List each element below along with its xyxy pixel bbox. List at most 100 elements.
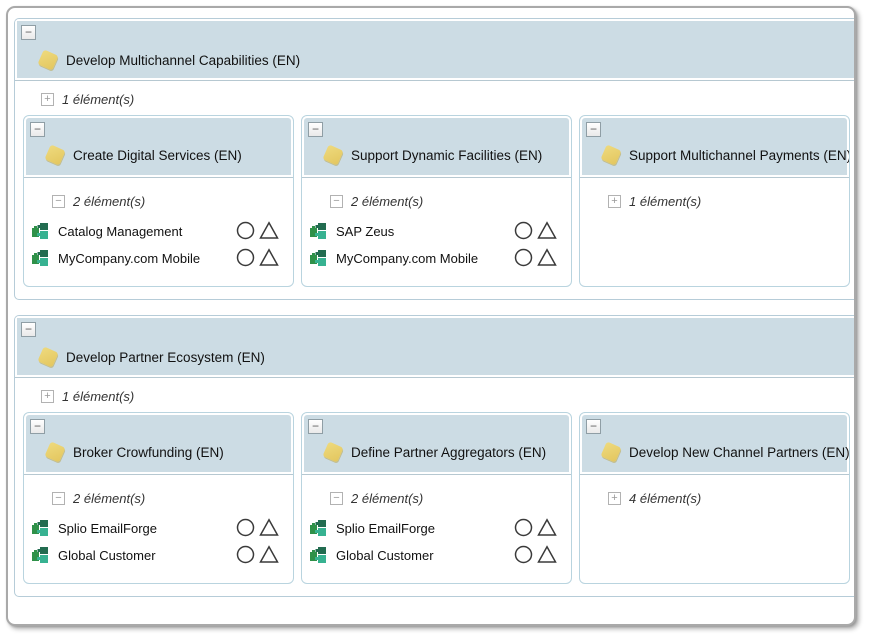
application-icon [310,547,326,563]
application-name: Global Customer [58,548,156,563]
capability-icon [44,441,66,463]
circle-icon[interactable] [514,518,534,537]
application-icon [310,520,326,536]
expander-icon[interactable]: + [608,491,621,505]
subcapability-panel: − Support Dynamic Facilities (EN) − 2 él… [301,115,572,287]
collapse-icon[interactable]: − [586,419,601,434]
element-count-row: − 2 élément(s) [330,191,571,211]
circle-icon[interactable] [514,248,534,267]
capability-icon [44,144,66,166]
application-item-row[interactable]: Global Customer [302,542,571,569]
panels-container: − Develop Multichannel Capabilities (EN)… [14,18,854,597]
triangle-icon[interactable] [259,518,279,537]
subcapability-title: Support Dynamic Facilities (EN) [351,147,543,163]
expand-icon[interactable]: + [41,92,54,106]
subcapability-header: − Broker Crowfunding (EN) [24,413,293,475]
subcapability-title-row: Support Dynamic Facilities (EN) [322,144,543,166]
application-icon [32,547,48,563]
occurrence-symbols [236,545,279,564]
collapse-icon[interactable]: − [586,122,601,137]
subcapability-title-row: Support Multichannel Payments (EN) [600,144,849,166]
collapse-icon[interactable]: − [308,419,323,434]
subcapability-panel: − Create Digital Services (EN) − 2 éléme… [23,115,294,287]
subcapability-panel: − Define Partner Aggregators (EN) − 2 él… [301,412,572,584]
element-count-row: − 2 élément(s) [330,488,571,508]
element-count-label: 4 élément(s) [629,490,702,506]
occurrence-symbols [514,221,557,240]
circle-icon[interactable] [236,248,256,267]
expander-icon[interactable]: − [330,491,343,505]
model-viewer-window: − Develop Multichannel Capabilities (EN)… [6,6,856,626]
circle-icon[interactable] [236,518,256,537]
collapse-icon[interactable]: − [30,122,45,137]
circle-icon[interactable] [236,221,256,240]
capability-panel: − Develop Multichannel Capabilities (EN)… [14,18,854,300]
element-count-row: + 1 élément(s) [41,386,854,406]
collapse-icon[interactable]: − [30,419,45,434]
application-item-row[interactable]: Global Customer [24,542,293,569]
application-name: Catalog Management [58,224,183,239]
application-item-row[interactable]: SAP Zeus [302,218,571,245]
expand-icon[interactable]: + [41,389,54,403]
element-count-row: − 2 élément(s) [52,488,293,508]
collapse-icon[interactable]: − [308,122,323,137]
element-count-label: 2 élément(s) [351,490,424,506]
element-count-row: + 4 élément(s) [608,488,849,508]
subcapability-body: + 1 élément(s) [580,178,849,286]
capability-title-row: Develop Partner Ecosystem (EN) [37,346,265,368]
application-item-row[interactable]: Splio EmailForge [302,515,571,542]
expander-icon[interactable]: − [330,194,343,208]
triangle-icon[interactable] [537,248,557,267]
subcapability-body: − 2 élément(s) Splio EmailForge [302,475,571,583]
subcapability-title: Broker Crowfunding (EN) [73,444,224,460]
capability-title-row: Develop Multichannel Capabilities (EN) [37,49,300,71]
capability-panel-body: + 1 élément(s) − Broker Crowfunding (EN)… [15,386,854,596]
element-count-label: 1 élément(s) [62,91,135,107]
occurrence-symbols [236,518,279,537]
subcapability-header: − Support Dynamic Facilities (EN) [302,116,571,178]
triangle-icon[interactable] [537,221,557,240]
application-icon [310,223,326,239]
subcapability-panel: − Support Multichannel Payments (EN) + 1… [579,115,850,287]
application-item-row[interactable]: MyCompany.com Mobile [24,245,293,272]
triangle-icon[interactable] [259,221,279,240]
element-count-label: 2 élément(s) [73,490,146,506]
application-item-row[interactable]: Splio EmailForge [24,515,293,542]
subcapability-body: − 2 élément(s) Splio EmailForge [24,475,293,583]
triangle-icon[interactable] [259,545,279,564]
expander-icon[interactable]: + [608,194,621,208]
circle-icon[interactable] [236,545,256,564]
application-icon [32,223,48,239]
application-item-row[interactable]: Catalog Management [24,218,293,245]
element-count-label: 2 élément(s) [73,193,146,209]
application-name: Global Customer [336,548,434,563]
capability-icon [322,144,344,166]
circle-icon[interactable] [514,221,534,240]
subcapability-title-row: Define Partner Aggregators (EN) [322,441,546,463]
capability-title: Develop Partner Ecosystem (EN) [66,349,265,365]
circle-icon[interactable] [514,545,534,564]
element-count-label: 2 élément(s) [351,193,424,209]
capability-icon [600,144,622,166]
collapse-icon[interactable]: − [21,322,36,337]
element-count-row: − 2 élément(s) [52,191,293,211]
application-item-row[interactable]: MyCompany.com Mobile [302,245,571,272]
subcapability-panel: − Broker Crowfunding (EN) − 2 élément(s)… [23,412,294,584]
subcapability-body: − 2 élément(s) Catalog Management [24,178,293,286]
occurrence-symbols [514,248,557,267]
triangle-icon[interactable] [259,248,279,267]
capability-icon [37,346,59,368]
application-icon [32,520,48,536]
application-items: Splio EmailForge Global Customer [24,515,293,569]
expander-icon[interactable]: − [52,194,65,208]
subcapability-title-row: Broker Crowfunding (EN) [44,441,224,463]
triangle-icon[interactable] [537,545,557,564]
subcapability-body: − 2 élément(s) SAP Zeus [302,178,571,286]
element-count-label: 1 élément(s) [629,193,702,209]
application-items: Catalog Management MyCompany.com Mobile [24,218,293,272]
expander-icon[interactable]: − [52,491,65,505]
capability-panel-header: − Develop Partner Ecosystem (EN) [15,316,854,378]
capability-icon [322,441,344,463]
collapse-icon[interactable]: − [21,25,36,40]
triangle-icon[interactable] [537,518,557,537]
